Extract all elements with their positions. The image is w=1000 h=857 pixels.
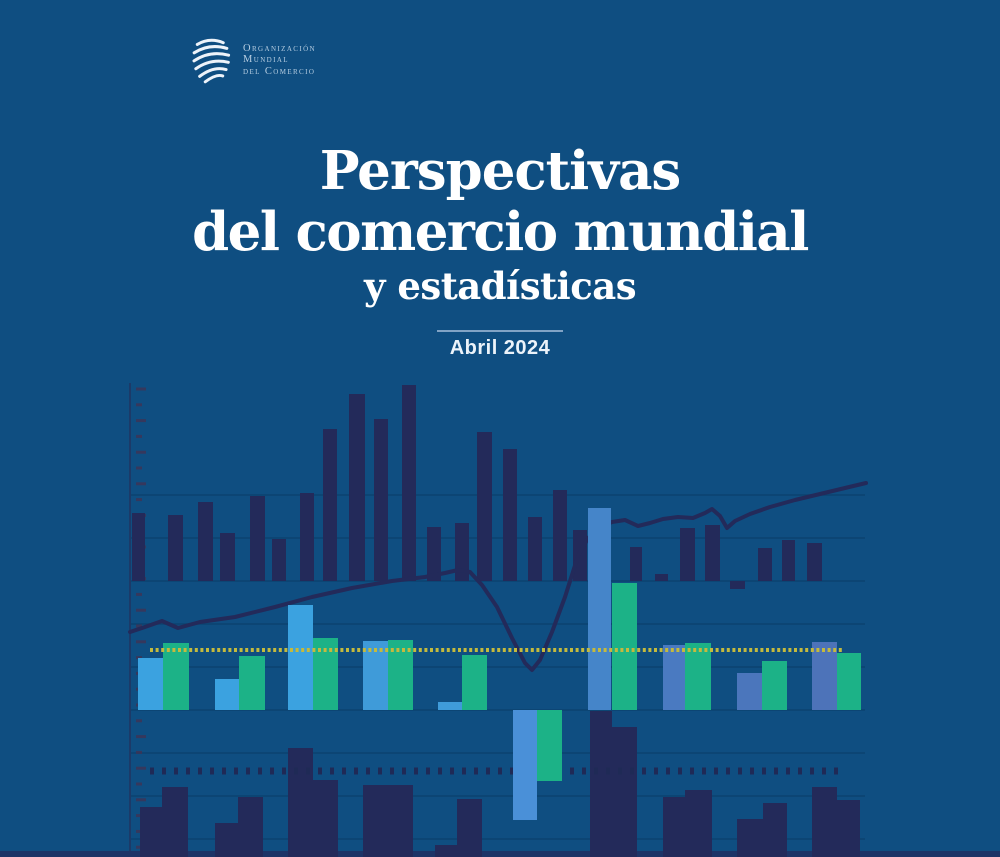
bottom-bar xyxy=(837,800,860,857)
wto-swoosh-icon xyxy=(192,38,231,84)
org-name: Organización Mundial del Comercio xyxy=(243,43,316,78)
pair-bar xyxy=(537,710,562,781)
org-name-line3: del Comercio xyxy=(243,65,316,77)
top-bar xyxy=(220,533,235,581)
top-bar xyxy=(807,543,822,581)
pair-bar xyxy=(215,679,239,710)
top-bar xyxy=(427,527,441,581)
top-bar xyxy=(349,394,365,581)
pair-bar xyxy=(138,658,163,710)
top-bar xyxy=(132,513,145,581)
title-line3: y estadísticas xyxy=(363,264,637,308)
pair-bar xyxy=(837,653,861,710)
pair-bar xyxy=(588,508,611,710)
bottom-bar xyxy=(737,819,763,857)
bottom-bar xyxy=(663,797,685,857)
title-line1: Perspectivas xyxy=(319,140,682,202)
bottom-bar xyxy=(590,711,612,857)
pair-bar xyxy=(685,643,711,710)
top-bar xyxy=(477,432,492,581)
top-bar xyxy=(323,429,337,581)
bottom-bar xyxy=(812,787,837,857)
pair-bar xyxy=(663,645,685,710)
top-bar xyxy=(503,449,517,581)
divider-rule xyxy=(437,330,563,332)
bottom-bar xyxy=(763,803,787,857)
pair-bar xyxy=(762,661,787,710)
top-bar xyxy=(402,385,416,581)
trend-line xyxy=(128,481,868,672)
org-name-line1: Organización xyxy=(243,42,316,54)
top-bar xyxy=(272,539,286,581)
top-bar xyxy=(455,523,469,581)
top-bar xyxy=(250,496,265,581)
top-bar xyxy=(630,547,642,581)
top-bar xyxy=(730,581,745,589)
top-bar xyxy=(374,419,388,581)
bottom-bar xyxy=(215,823,238,857)
top-bar xyxy=(782,540,795,581)
bottom-bar xyxy=(685,790,712,857)
pair-bar xyxy=(438,702,462,710)
bottom-bar xyxy=(388,785,413,857)
pair-bar xyxy=(163,643,189,710)
top-bar xyxy=(300,493,314,581)
top-bar xyxy=(655,574,668,581)
bottom-bar xyxy=(313,780,338,857)
page-title: Perspectivas del comercio mundial y esta… xyxy=(0,141,1000,310)
org-name-line2: Mundial xyxy=(243,54,289,66)
edition-date: Abril 2024 xyxy=(449,337,551,359)
wto-logo: Organización Mundial del Comercio xyxy=(192,36,316,84)
top-bar xyxy=(758,548,772,581)
pair-bar xyxy=(812,642,837,710)
bottom-bar xyxy=(363,785,388,857)
bottom-band xyxy=(0,851,1000,857)
pair-bar xyxy=(612,583,637,710)
bottom-bar xyxy=(238,797,263,857)
pair-bar xyxy=(288,605,313,710)
top-bar xyxy=(680,528,695,581)
pair-bar xyxy=(513,710,537,820)
bottom-bar xyxy=(140,807,162,857)
title-line2: del comercio mundial xyxy=(192,201,809,263)
pair-bar xyxy=(737,673,762,710)
pair-bar xyxy=(462,655,487,710)
bottom-bar xyxy=(288,748,313,857)
top-bar xyxy=(553,490,567,581)
top-bar xyxy=(528,517,542,581)
top-bar xyxy=(705,525,720,581)
pair-bar xyxy=(363,641,388,710)
top-bar xyxy=(168,515,183,581)
pair-bar xyxy=(239,656,265,710)
bottom-bar xyxy=(457,799,482,857)
bottom-bar xyxy=(612,727,637,857)
bottom-bar xyxy=(162,787,188,857)
top-bar xyxy=(198,502,213,581)
bottom-bar xyxy=(435,845,457,857)
